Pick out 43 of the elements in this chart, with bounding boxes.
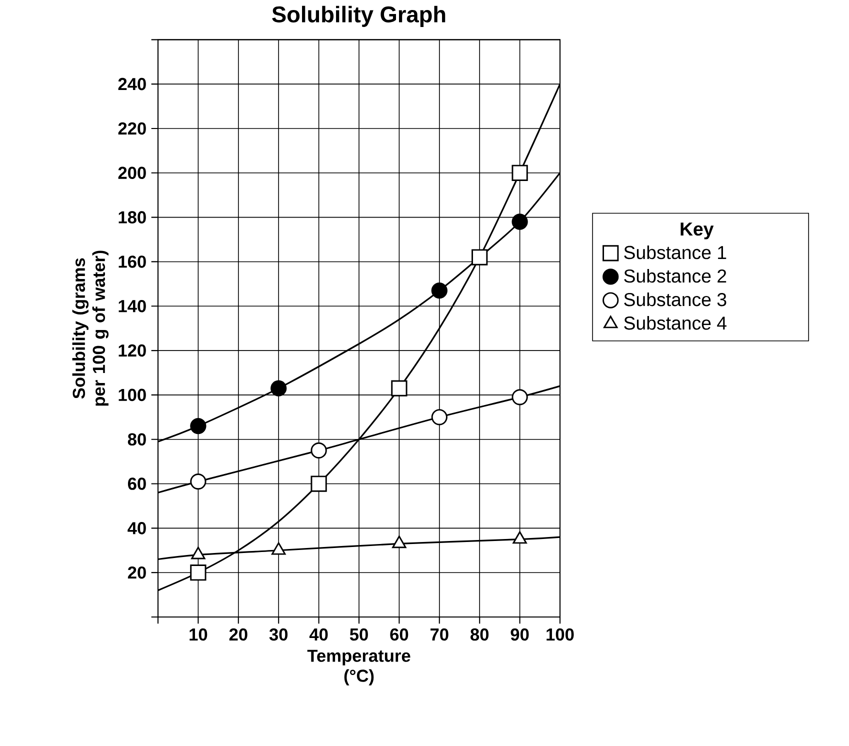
x-tick-label: 80 <box>470 628 489 641</box>
point <box>391 380 408 396</box>
y-tick-label: 20 <box>128 566 146 579</box>
legend-label: Substance 2 <box>624 268 726 283</box>
x-tick-label: 90 <box>510 628 529 641</box>
x-tick-label: 70 <box>430 628 448 641</box>
legend-label: Substance 1 <box>624 245 726 260</box>
x-tick-label: 60 <box>390 628 408 641</box>
y-tick-label: 200 <box>118 166 146 180</box>
x-tick-label: 20 <box>229 628 248 641</box>
legend-title: Key <box>680 222 714 240</box>
chart-title: Solubility Graph <box>272 6 446 27</box>
point <box>190 473 206 490</box>
x-tick-label: 100 <box>546 628 574 641</box>
point <box>190 564 206 581</box>
y-tick-label: 160 <box>118 256 146 268</box>
y-tick-label: 140 <box>118 300 146 312</box>
legend-label: Substance 3 <box>624 292 726 306</box>
y-tick-label: 180 <box>118 211 146 224</box>
point <box>190 418 206 434</box>
x-tick-label: 30 <box>269 628 288 641</box>
point <box>512 214 528 230</box>
point <box>310 442 327 459</box>
point <box>431 409 448 426</box>
x-axis-title: Temperature (°C) <box>307 650 410 686</box>
x-tick-label: 50 <box>350 628 368 641</box>
y-tick-label: 220 <box>118 122 146 135</box>
y-tick-label: 40 <box>128 522 146 534</box>
y-tick-label: 120 <box>118 344 146 357</box>
y-tick-label: 60 <box>128 478 146 490</box>
point <box>512 389 528 406</box>
y-tick-label: 240 <box>118 78 146 90</box>
legend-label: Substance 4 <box>624 316 726 330</box>
x-tick-label: 40 <box>309 628 328 641</box>
point <box>512 164 528 181</box>
point <box>472 249 488 266</box>
point <box>310 476 327 492</box>
point <box>270 380 287 396</box>
point <box>431 282 448 299</box>
x-tick-label: 10 <box>190 628 208 641</box>
y-axis-title: Solubility (grams per 100 g of water) <box>72 250 109 406</box>
y-tick-label: 100 <box>118 388 146 402</box>
y-tick-label: 80 <box>128 433 146 446</box>
